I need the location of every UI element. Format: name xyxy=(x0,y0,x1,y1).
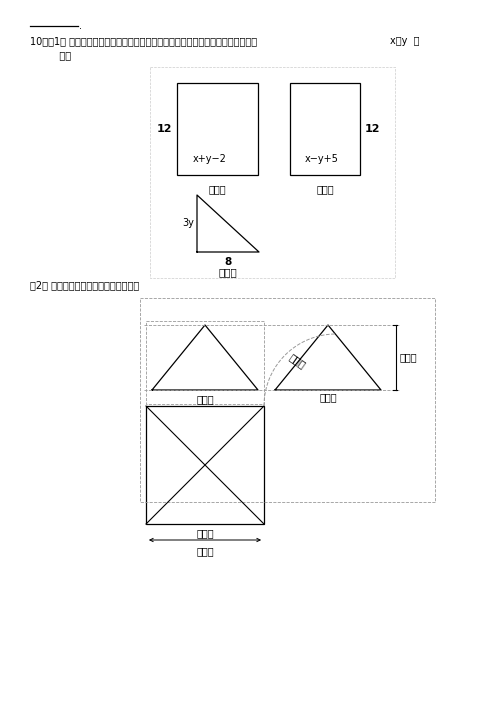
Text: 正视图: 正视图 xyxy=(196,394,214,404)
Text: 3y: 3y xyxy=(182,218,194,228)
Text: 高平齐: 高平齐 xyxy=(400,353,417,363)
Text: 俧视图: 俧视图 xyxy=(316,184,334,194)
Bar xyxy=(290,83,360,175)
Text: 长对正: 长对正 xyxy=(196,546,214,556)
Bar xyxy=(146,406,264,524)
Text: （2） 画出如下图的正四棱锥的三视图。: （2） 画出如下图的正四棱锥的三视图。 xyxy=(30,280,139,290)
Text: 俧视图: 俧视图 xyxy=(319,392,337,402)
Text: 宽相等: 宽相等 xyxy=(288,352,308,370)
Text: .: . xyxy=(79,21,82,31)
Text: 12: 12 xyxy=(156,124,172,134)
Text: 12: 12 xyxy=(365,124,380,134)
Text: 10．（1） 如图，是一个棱柱的三视图，请根据三视图的作图原则列出方程组，求出: 10．（1） 如图，是一个棱柱的三视图，请根据三视图的作图原则列出方程组，求出 xyxy=(30,36,257,46)
Text: 俰视图: 俰视图 xyxy=(218,267,238,277)
Text: x−y+5: x−y+5 xyxy=(304,154,338,164)
Text: 8: 8 xyxy=(224,257,232,267)
Text: x、y  的: x、y 的 xyxy=(390,36,420,46)
Text: x+y−2: x+y−2 xyxy=(192,154,226,164)
Bar xyxy=(177,83,258,175)
Text: 正视图: 正视图 xyxy=(208,184,226,194)
Text: 値。: 値。 xyxy=(50,50,71,60)
Text: 俰视图: 俰视图 xyxy=(196,528,214,538)
